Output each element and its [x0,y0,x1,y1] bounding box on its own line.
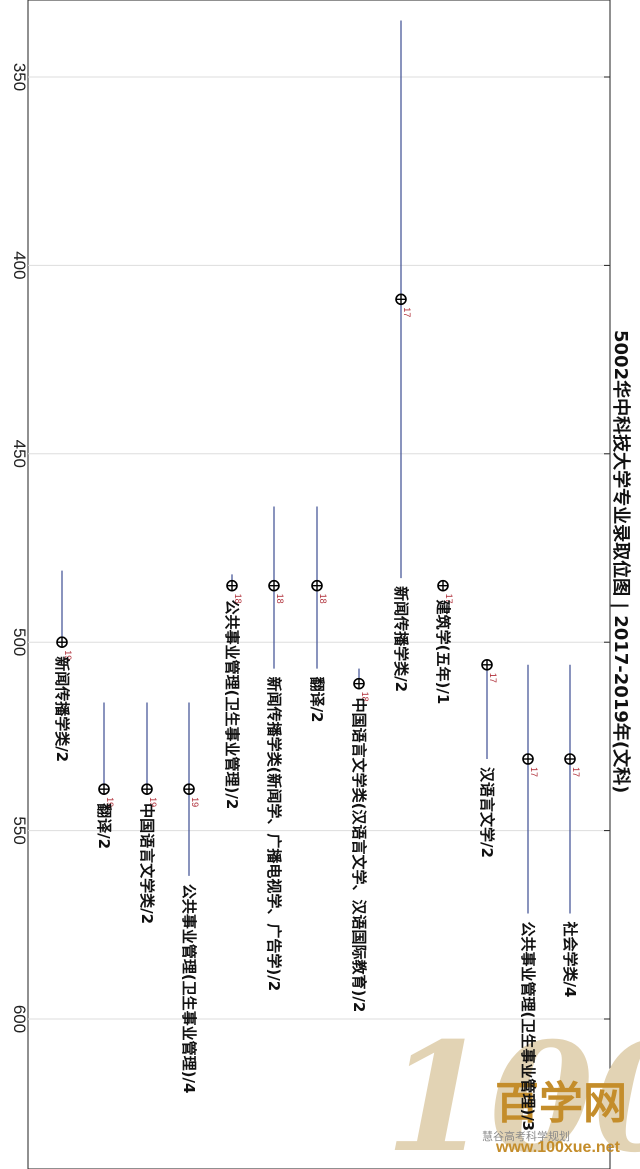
point-label: 中国语言文学类(汉语言文学、汉语国际教育)/2 [350,698,368,1013]
point-label: 中国语言文学类/2 [138,803,156,924]
data-point-group: 17 公共事业管理(卫生事业管理)/3 [519,664,539,1131]
year-label: 17 [444,594,454,604]
point-label: 建筑学(五年)/1 [434,600,452,705]
plot-frame [27,0,611,1169]
watermark-site-name: 百学网 [495,1078,627,1129]
data-point-group: 19 公共事业管理(卫生事业管理)/4 [180,702,200,1093]
chart-title: 5002华中科技大学专业录取位图 | 2017-2019年(文科) [610,330,632,793]
point-label: 社会学类/4 [561,920,579,997]
grid-lines [28,76,610,1020]
point-label: 公共事业管理(卫生事业管理)/3 [519,921,537,1131]
watermark-url: www.100xue.net [495,1139,621,1156]
year-label: 19 [105,797,115,807]
data-point-group: 18 新闻传播学类(新闻学、广播电视学、广告学)/2 [265,506,285,992]
year-label: 17 [402,307,412,317]
year-label: 18 [318,594,328,604]
data-point-group: 18 翻译/2 [308,506,328,723]
y-tick-label: 350 [10,63,29,91]
watermark-logo: 100 百学网 www.100xue.net 慧谷高考科学规划 [385,1010,640,1169]
year-label: 17 [571,767,581,777]
y-tick-label: 450 [10,440,29,468]
y-tick-label: 550 [10,816,29,844]
point-label: 公共事业管理(卫生事业管理)/4 [180,884,198,1094]
year-label: 17 [529,767,539,777]
year-label: 19 [63,650,73,660]
year-label: 19 [190,797,200,807]
y-axis-ticks: 350 400 450 500 550 600 [10,63,29,1033]
point-label: 翻译/2 [95,803,113,849]
year-label: 17 [488,673,498,683]
point-label: 公共事业管理(卫生事业管理)/2 [223,600,241,810]
watermark-wechat: 慧谷高考科学规划 [482,1129,570,1143]
year-label: 19 [148,797,158,807]
data-point-group: 17 汉语言文学/2 [478,659,498,858]
data-point-group: 17 新闻传播学类/2 [392,20,412,692]
data-point-group: 17 社会学类/4 [561,664,581,997]
year-label: 18 [360,692,370,702]
y-tick-label: 500 [10,628,29,656]
point-label: 新闻传播学类/2 [53,656,71,762]
point-label: 汉语言文学/2 [478,767,496,858]
point-label: 翻译/2 [308,677,326,723]
point-label: 新闻传播学类(新闻学、广播电视学、广告学)/2 [265,677,283,992]
watermark-100-text: 100 [385,1010,640,1169]
year-label: 18 [275,594,285,604]
y-tick-label: 600 [10,1005,29,1033]
y-tick-label: 400 [10,251,29,279]
year-label: 18 [233,594,243,604]
point-label: 新闻传播学类/2 [392,586,410,692]
